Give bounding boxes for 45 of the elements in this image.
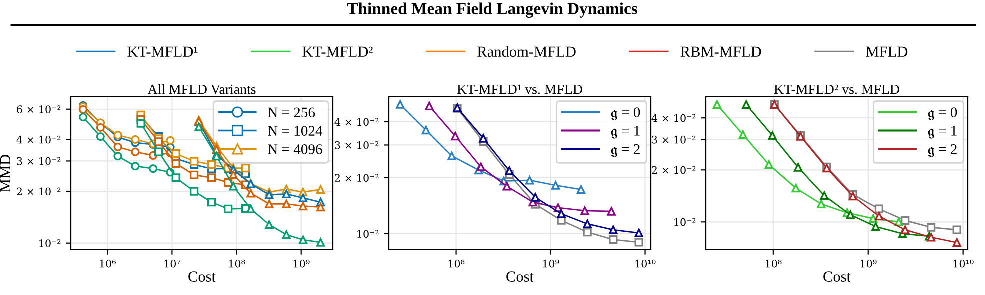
legend-label: Random-MFLD: [478, 46, 576, 58]
x-axis-title: Cost: [506, 272, 534, 282]
y-tick-label: 10⁻²: [40, 240, 61, 248]
y-tick-label: 2 × 10⁻²: [652, 166, 696, 174]
legend-label: MFLD: [866, 46, 908, 57]
y-tick-label: 6 × 10⁻²: [17, 106, 61, 114]
y-tick-label: 10⁻²: [358, 230, 379, 238]
y-tick-label: 3 × 10⁻²: [335, 141, 379, 150]
y-tick-label: 4 × 10⁻²: [16, 136, 61, 144]
y-tick-label: 4 × 10⁻²: [334, 118, 379, 126]
legend-label: 𝔤 = 2: [928, 144, 957, 158]
x-tick-label: 10⁸: [766, 260, 782, 268]
y-axis-title: MMD: [0, 155, 10, 192]
x-tick-label: 10⁹: [860, 260, 877, 268]
x-tick-label: 10¹⁰: [636, 260, 656, 268]
y-tick-label: 3 × 10⁻²: [17, 157, 61, 166]
legend-label: RBM-MFLD: [680, 46, 762, 57]
x-tick-label: 10⁷: [164, 260, 181, 268]
legend-label: 𝔤 = 1: [611, 126, 640, 139]
x-axis-title: Cost: [188, 272, 216, 282]
x-tick-label: 10⁹: [543, 260, 560, 268]
x-tick-label: 10⁸: [229, 260, 246, 268]
legend-label: 𝔤 = 0: [611, 108, 640, 120]
legend-label: KT-MFLD²: [302, 46, 373, 57]
legend-label: 𝔤 = 2: [611, 144, 640, 158]
chart-title: KT-MFLD¹ vs. MFLD: [457, 84, 582, 94]
legend-label: KT-MFLD¹: [128, 46, 198, 57]
y-tick-label: 2 × 10⁻²: [17, 188, 61, 196]
y-tick-label: 4 × 10⁻²: [652, 114, 696, 122]
x-tick-label: 10⁶: [100, 260, 116, 268]
legend-label: 𝔤 = 1: [928, 126, 957, 139]
legend-label: 𝔤 = 0: [928, 108, 958, 120]
chart-title: KT-MFLD² vs. MFLD: [774, 84, 900, 94]
x-axis-title: Cost: [824, 272, 851, 282]
text: Thinned Mean Field Langevin Dynamics: [347, 2, 638, 18]
y-tick-label: 10⁻²: [674, 218, 696, 226]
legend-label: N = 1024: [268, 126, 323, 136]
x-tick-label: 10⁸: [448, 260, 465, 268]
legend-label: N = 256: [268, 108, 316, 118]
x-tick-label: 10¹⁰: [954, 260, 974, 268]
x-tick-label: 10⁹: [294, 260, 310, 268]
chart-title: All MFLD Variants: [148, 84, 256, 94]
y-tick-label: 2 × 10⁻²: [335, 174, 379, 182]
legend-label: N = 4096: [268, 144, 322, 154]
y-tick-label: 3 × 10⁻²: [652, 136, 696, 144]
